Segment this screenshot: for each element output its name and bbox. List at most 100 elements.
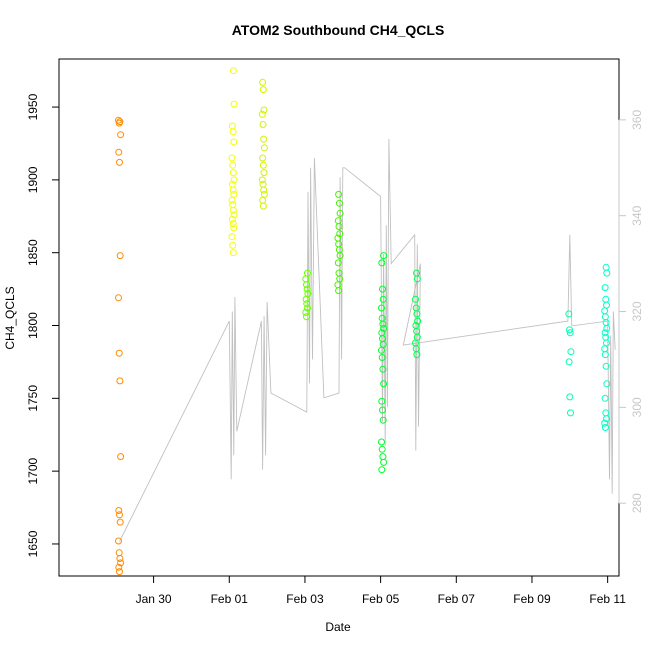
x-tick-label: Feb 03 — [286, 592, 324, 606]
data-point — [379, 320, 387, 328]
data-point — [116, 377, 124, 385]
data-point — [229, 169, 237, 177]
y2-tick-label: 280 — [630, 493, 644, 513]
data-point — [380, 380, 388, 388]
data-point — [229, 249, 237, 257]
data-point — [302, 308, 310, 316]
data-point — [115, 549, 123, 557]
data-point — [259, 78, 267, 86]
y-tick-label: 1800 — [26, 312, 40, 339]
data-point — [336, 230, 344, 238]
x-tick-label: Feb 11 — [589, 592, 626, 606]
data-point — [565, 358, 573, 366]
data-point — [601, 345, 609, 353]
data-point — [602, 362, 610, 370]
data-point — [602, 409, 610, 417]
data-point — [259, 154, 267, 162]
y2-tick-label: 320 — [630, 301, 644, 321]
data-point — [117, 131, 125, 139]
x-tick-label: Jan 30 — [136, 592, 172, 606]
data-point — [303, 313, 310, 321]
data-point — [116, 518, 124, 526]
data-point — [260, 186, 268, 194]
data-point — [116, 118, 124, 126]
data-point — [335, 287, 343, 295]
data-point — [230, 224, 238, 232]
series-flight-3 — [258, 78, 268, 210]
data-point — [379, 406, 386, 414]
y2-tick-label: 360 — [630, 110, 644, 130]
data-point — [601, 307, 609, 315]
data-point — [601, 424, 609, 431]
data-point — [115, 507, 123, 514]
y-tick-label: 1750 — [26, 385, 40, 412]
series-flight-5 — [334, 190, 344, 295]
data-point — [115, 537, 122, 545]
data-point — [379, 285, 386, 293]
data-point — [230, 176, 238, 184]
data-point — [380, 324, 388, 332]
data-point — [603, 415, 610, 423]
data-point — [260, 106, 268, 114]
x-axis-label: Date — [325, 620, 351, 634]
data-point — [413, 275, 421, 283]
secondary-line-layer — [119, 138, 616, 542]
data-point — [115, 349, 123, 357]
y-tick-label: 1900 — [26, 166, 40, 193]
data-point — [603, 269, 611, 277]
data-point — [229, 186, 237, 194]
data-point — [230, 138, 238, 146]
data-point — [601, 329, 609, 337]
data-point — [259, 86, 267, 94]
series-flight-7 — [412, 269, 422, 359]
data-point — [228, 122, 236, 130]
data-point — [601, 313, 609, 321]
data-point — [380, 252, 388, 260]
y-tick-label: 1950 — [26, 93, 40, 120]
y2-tick-label: 300 — [630, 397, 644, 417]
data-point — [603, 339, 610, 347]
y-tick-label: 1850 — [26, 239, 40, 266]
data-point — [379, 453, 387, 461]
x-tick-label: Feb 07 — [438, 592, 476, 606]
data-point — [229, 161, 237, 169]
y-axis-label: CH4_QCLS — [3, 286, 17, 349]
data-point — [378, 397, 386, 405]
series-flight-2 — [228, 67, 238, 257]
data-point — [260, 144, 268, 152]
data-point — [378, 304, 385, 312]
data-point — [378, 445, 386, 453]
series-flight-9 — [601, 263, 611, 431]
data-point — [229, 241, 237, 249]
data-point — [229, 207, 237, 214]
data-point — [603, 301, 610, 309]
data-point — [260, 190, 268, 198]
data-point — [116, 555, 124, 562]
data-point — [228, 154, 236, 162]
chart-title: ATOM2 Southbound CH4_QCLS — [232, 22, 445, 38]
data-point — [335, 199, 343, 207]
series-layer — [115, 67, 611, 576]
data-point — [229, 128, 237, 136]
data-point — [258, 176, 266, 184]
data-point — [378, 466, 386, 474]
data-point — [116, 511, 123, 519]
data-point — [302, 295, 310, 303]
y2-axis: 280 300 320 340 360 — [618, 110, 644, 513]
data-point — [379, 416, 387, 424]
data-point — [379, 295, 387, 303]
y-tick-label: 1650 — [26, 530, 40, 557]
data-point — [601, 394, 609, 402]
data-point — [228, 233, 236, 241]
data-point — [258, 110, 266, 118]
data-point — [378, 438, 385, 446]
x-tick-label: Feb 01 — [211, 592, 249, 606]
data-point — [412, 304, 420, 312]
data-point — [115, 563, 123, 571]
data-point — [259, 202, 267, 210]
data-point — [336, 252, 344, 260]
data-point — [336, 209, 344, 217]
data-point — [304, 304, 311, 312]
data-point — [603, 380, 611, 388]
